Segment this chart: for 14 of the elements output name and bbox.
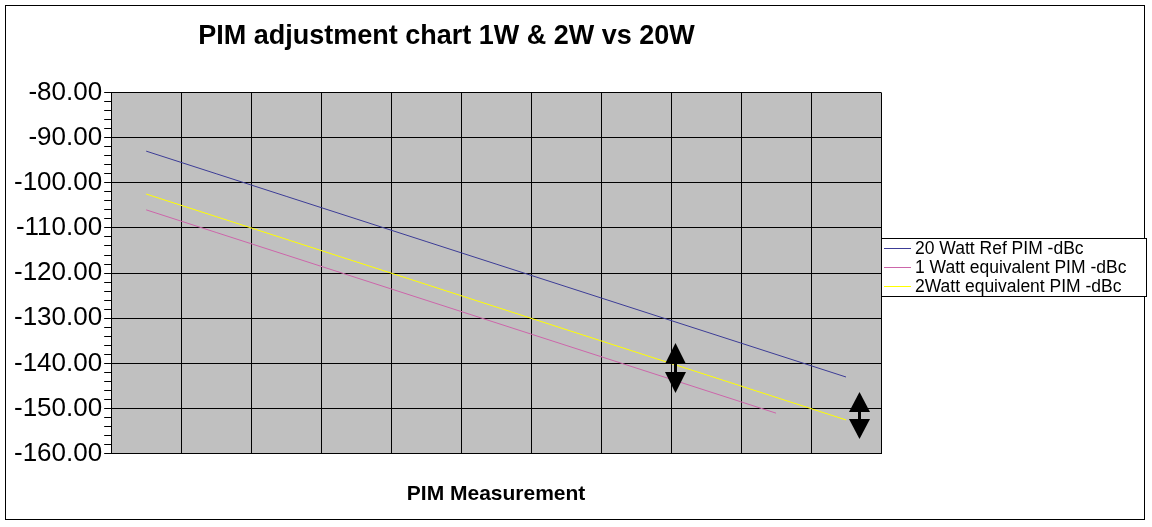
y-tick-label: -150.00 [13, 391, 103, 422]
chart-title: PIM adjustment chart 1W & 2W vs 20W [198, 19, 696, 50]
legend-label: 2Watt equivalent PIM -dBc [915, 276, 1122, 296]
y-tick-label: -80.00 [28, 75, 103, 106]
y-tick-label: -110.00 [15, 211, 103, 242]
x-axis-title: PIM Measurement [406, 481, 586, 505]
legend-label: 20 Watt Ref PIM -dBc [915, 238, 1084, 258]
legend-label: 1 Watt equivalent PIM -dBc [915, 257, 1127, 277]
y-tick-label: -140.00 [13, 346, 103, 377]
y-tick-label: -130.00 [13, 301, 103, 332]
y-tick-label: -120.00 [13, 256, 103, 287]
y-tick-label: -100.00 [13, 165, 103, 196]
y-tick-label: -90.00 [28, 120, 103, 151]
y-tick-label: -160.00 [13, 436, 103, 467]
